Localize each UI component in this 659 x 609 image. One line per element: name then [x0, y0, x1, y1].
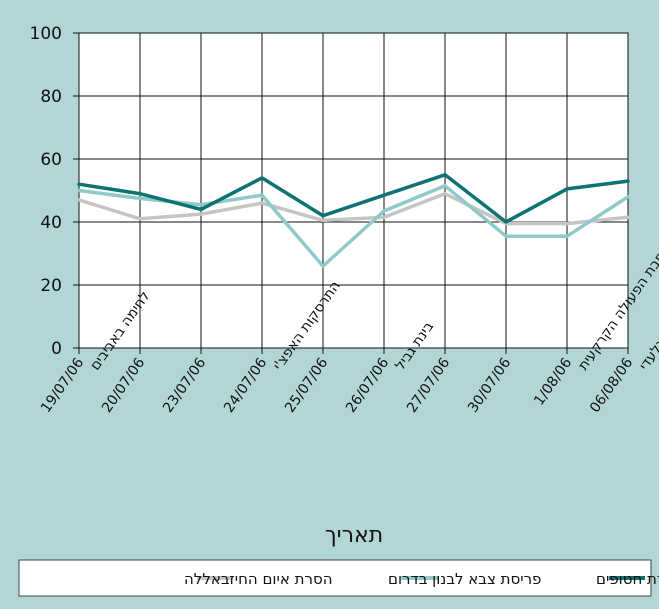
series-line-0 — [77, 173, 630, 224]
legend-label-2: הסרת איום החיזבאללה — [184, 570, 333, 588]
plot-area — [78, 32, 629, 349]
x-tick-label: 23/07/06 — [160, 355, 209, 416]
y-tick-label: 80 — [40, 87, 62, 107]
y-tick-label: 20 — [40, 276, 62, 296]
y-tick-label: 100 — [30, 24, 62, 44]
legend-box — [18, 559, 652, 597]
y-tick-label: 40 — [40, 213, 62, 233]
x-axis-label: תאריך — [325, 523, 383, 548]
y-tick-label: 0 — [51, 339, 62, 359]
legend-label-0: החזרת חטופים — [596, 570, 659, 588]
y-tick-label: 60 — [40, 150, 62, 170]
x-tick-label: 30/07/06 — [465, 355, 514, 416]
legend-label-1: פריסת צבא לבנון בדרום — [388, 570, 541, 588]
series-line-2 — [77, 191, 630, 226]
